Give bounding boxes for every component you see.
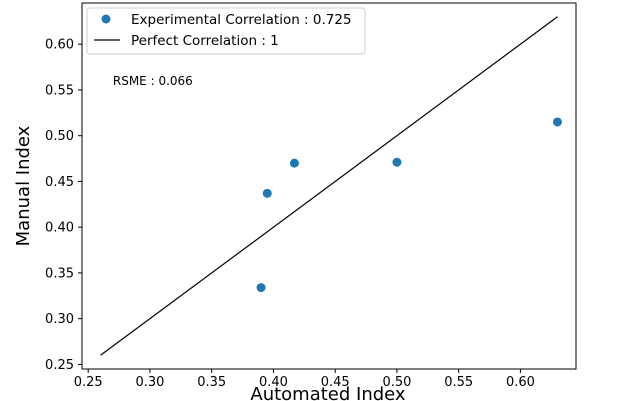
x-tick-label: 0.55 [444, 375, 473, 390]
legend-label-perfect: Perfect Correlation : 1 [131, 33, 279, 49]
x-tick-label: 0.35 [197, 375, 226, 390]
y-tick-label: 0.50 [45, 129, 74, 144]
x-tick-label: 0.40 [259, 375, 288, 390]
legend: Experimental Correlation : 0.725 Perfect… [86, 7, 366, 55]
scatter-point [552, 117, 562, 127]
y-tick-label: 0.35 [45, 266, 74, 281]
x-tick-label: 0.45 [321, 375, 350, 390]
perfect-correlation-line [100, 16, 558, 356]
rsme-annotation: RSME : 0.066 [113, 74, 193, 88]
y-tick-label: 0.40 [45, 221, 74, 236]
plot-marks [100, 16, 562, 356]
y-tick-label: 0.30 [45, 312, 74, 327]
scatter-point [392, 157, 402, 167]
y-axis-title: Manual Index [13, 125, 34, 246]
x-tick-label: 0.60 [506, 375, 535, 390]
annotations: RSME : 0.066 [113, 74, 193, 88]
y-tick-label: 0.45 [45, 175, 74, 190]
scatter-point [289, 158, 299, 168]
x-tick-label: 0.50 [382, 375, 411, 390]
x-tick-label: 0.30 [135, 375, 164, 390]
y-tick-label: 0.60 [45, 38, 74, 53]
scatter-point [256, 283, 266, 293]
x-tick-label: 0.25 [74, 375, 103, 390]
axis-ticks: 0.25 0.30 0.35 0.40 0.45 0.50 0.55 0.60 0.25 0.30… [45, 38, 535, 390]
legend-box [86, 7, 366, 55]
y-tick-label: 0.55 [45, 83, 74, 98]
x-axis-title: Automated Index [250, 384, 406, 401]
y-tick-label: 0.25 [45, 358, 74, 373]
legend-label-experimental: Experimental Correlation : 0.725 [131, 12, 352, 28]
legend-marker-experimental [101, 14, 111, 24]
scatter-point [262, 188, 272, 198]
plot-frame [81, 2, 577, 370]
